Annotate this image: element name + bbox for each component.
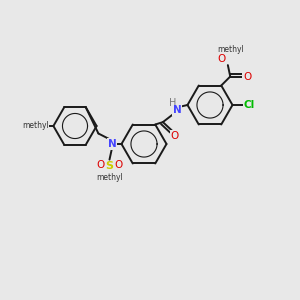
Text: methyl: methyl (217, 45, 244, 54)
Text: O: O (243, 71, 251, 82)
Text: Cl: Cl (244, 100, 255, 110)
Text: O: O (170, 131, 178, 141)
Text: methyl: methyl (22, 122, 49, 130)
Text: O: O (114, 160, 123, 170)
Text: O: O (217, 54, 225, 64)
Text: S: S (106, 161, 113, 171)
Text: methyl: methyl (96, 172, 123, 182)
Text: N: N (172, 105, 182, 115)
Text: N: N (107, 139, 116, 149)
Text: H: H (169, 98, 177, 108)
Text: O: O (96, 160, 105, 170)
